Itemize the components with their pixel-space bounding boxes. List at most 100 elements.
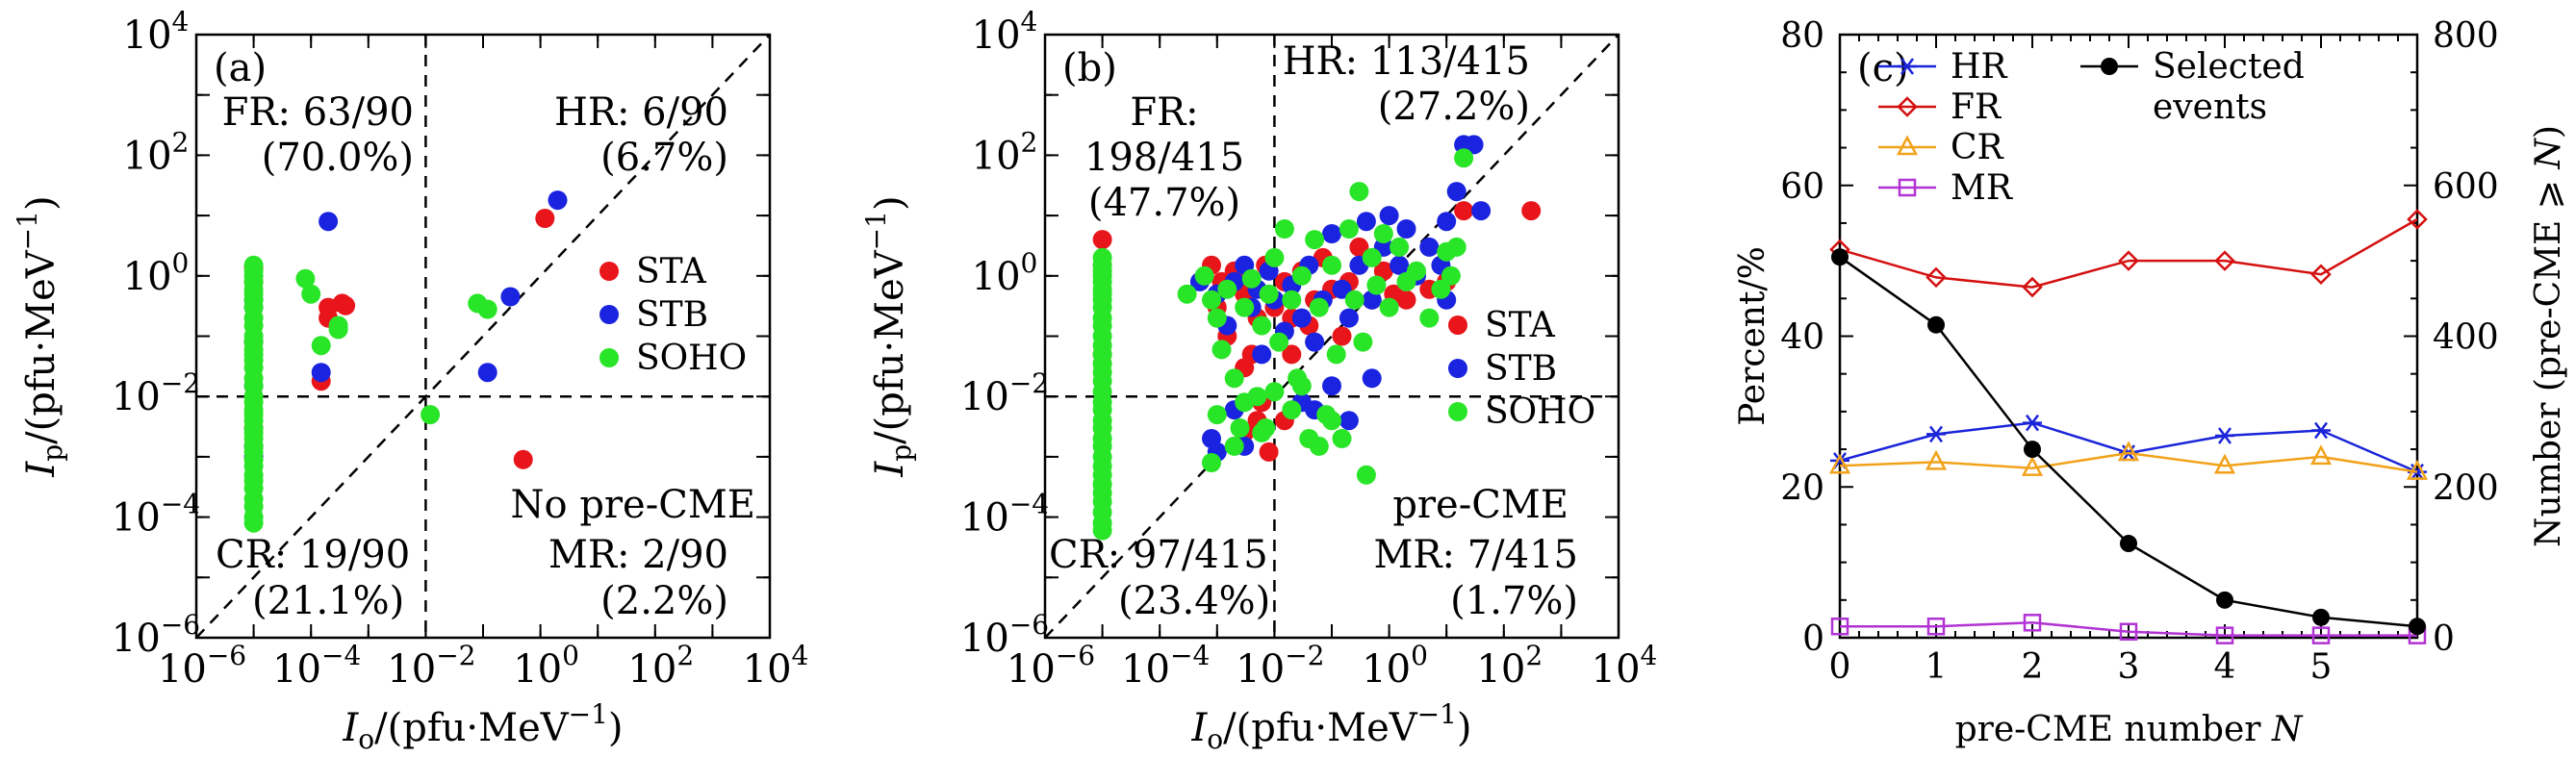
data-point-soho: [1224, 436, 1244, 456]
quadrant-label-fr: FR: 63/90: [222, 90, 414, 135]
y-tick-label: 80: [1780, 16, 1824, 56]
y-tick-label: 104: [972, 6, 1038, 58]
data-point-stb: [1464, 135, 1484, 155]
data-point-soho: [1252, 315, 1272, 336]
data-point-soho: [1269, 332, 1289, 352]
legend-label-soho: SOHO: [1485, 392, 1595, 432]
data-point-stb: [1356, 212, 1376, 232]
data-point-sta: [513, 449, 533, 469]
data-point-hr: [2023, 414, 2042, 432]
data-point-soho: [1349, 182, 1369, 202]
data-point-cr: [2021, 455, 2044, 476]
quadrant-label-cr: (21.1%): [252, 579, 404, 623]
series-mr: [1830, 614, 2427, 644]
data-point-selected-events: [2312, 608, 2330, 626]
data-point-sta: [535, 209, 555, 228]
series-soho: [243, 255, 497, 533]
data-point-soho: [1326, 344, 1346, 365]
data-point-soho: [421, 405, 441, 425]
data-point-selected-events: [2216, 591, 2233, 609]
legend-label-soho: SOHO: [636, 339, 747, 378]
data-point-soho: [1235, 297, 1255, 317]
x-tick-label: 10−2: [387, 640, 475, 692]
data-point-selected-events: [2409, 618, 2426, 636]
x-tick-label: 10−6: [1007, 640, 1095, 692]
data-point-sta: [1454, 201, 1474, 221]
data-point-soho: [1235, 392, 1255, 413]
series-soho: [1092, 148, 1474, 541]
data-point-stb: [1379, 206, 1399, 226]
data-point-selected-events: [2024, 441, 2041, 459]
data-point-soho: [295, 268, 316, 289]
data-point-soho: [1441, 265, 1461, 286]
data-point-soho: [1309, 297, 1329, 317]
data-point-cr: [2213, 453, 2236, 474]
data-point-cr: [2309, 444, 2333, 466]
y-tick-label: 0: [1802, 619, 1824, 659]
data-point-hr: [1926, 425, 1946, 443]
data-point-soho: [1211, 340, 1232, 360]
quadrant-label-hr: HR: 6/90: [554, 90, 728, 135]
x-tick-label: 100: [1362, 640, 1428, 692]
y-tick-label: 10−4: [960, 489, 1049, 541]
data-point-fr: [2310, 264, 2332, 286]
x-axis-label: pre-CME number N: [1955, 710, 2304, 749]
y-right-tick-label: 200: [2433, 468, 2499, 508]
legend-marker-cr: [1896, 135, 1919, 156]
x-tick-label: 2: [2022, 647, 2044, 687]
y-axis-label: Ip/(pfu·MeV−1): [860, 195, 917, 477]
data-point-soho: [1291, 265, 1312, 286]
quadrant-label-cr: CR: 97/415: [1049, 533, 1268, 577]
data-point-sta: [1521, 201, 1542, 221]
quadrant-label-fr: (70.0%): [262, 136, 414, 180]
x-tick-label: 10−6: [158, 640, 246, 692]
data-point-soho: [1366, 275, 1387, 295]
legend-marker-soho: [1448, 402, 1467, 421]
data-point-soho: [1092, 520, 1112, 541]
series-hr: [1830, 414, 2427, 481]
series-selected-events: [1831, 248, 2426, 636]
x-tick-label: 104: [1592, 640, 1658, 692]
panel-label: (a): [214, 46, 267, 90]
y-axis-label: Percent/%: [1733, 246, 1773, 426]
legend-marker-sta: [599, 262, 619, 281]
data-point-stb: [500, 287, 521, 307]
legend-marker-stb: [1448, 359, 1467, 378]
data-point-soho: [1202, 290, 1221, 310]
y-tick-label: 102: [123, 126, 190, 178]
y-tick-label: 102: [972, 126, 1038, 178]
x-tick-label: 102: [627, 640, 694, 692]
panel-a-scatter-chart: 10−610−6 10−4 10−4 10−2 10−2 100 100 102 102 104 1…: [12, 6, 808, 755]
data-point-soho: [1224, 368, 1244, 389]
legend-marker-soho: [599, 348, 619, 367]
legend-label-hr: HR: [1951, 47, 2007, 87]
data-point-selected-events: [1927, 315, 1945, 334]
data-point-sta: [1396, 290, 1416, 310]
x-tick-label: 104: [743, 640, 809, 692]
data-point-soho: [1274, 219, 1294, 239]
pre-cme-note: No pre-CME: [511, 483, 755, 527]
data-point-stb: [477, 363, 497, 383]
data-point-cr: [1925, 449, 1948, 470]
x-tick-label: 10−4: [1121, 640, 1210, 692]
y-right-tick-label: 400: [2433, 318, 2499, 358]
quadrant-label-cr: CR: 19/90: [216, 533, 410, 577]
legend-label-stb: STB: [636, 295, 708, 335]
legend-marker-selected-events: [2101, 58, 2118, 75]
quadrant-label-fr: 198/415: [1084, 136, 1244, 180]
data-point-stb: [1446, 182, 1467, 202]
legend-marker-hr: [1898, 58, 1917, 75]
data-point-soho: [1282, 400, 1302, 420]
series-stb: [243, 190, 568, 467]
x-tick-label: 10−4: [272, 640, 361, 692]
data-point-stb: [1390, 255, 1410, 275]
data-point-soho: [1407, 261, 1426, 281]
data-point-cr: [1828, 453, 1851, 474]
data-point-soho: [477, 299, 497, 319]
data-point-soho: [311, 336, 331, 356]
quadrant-label-mr: (1.7%): [1450, 579, 1578, 623]
data-point-fr: [2214, 250, 2235, 271]
panel-label: (b): [1062, 46, 1117, 90]
